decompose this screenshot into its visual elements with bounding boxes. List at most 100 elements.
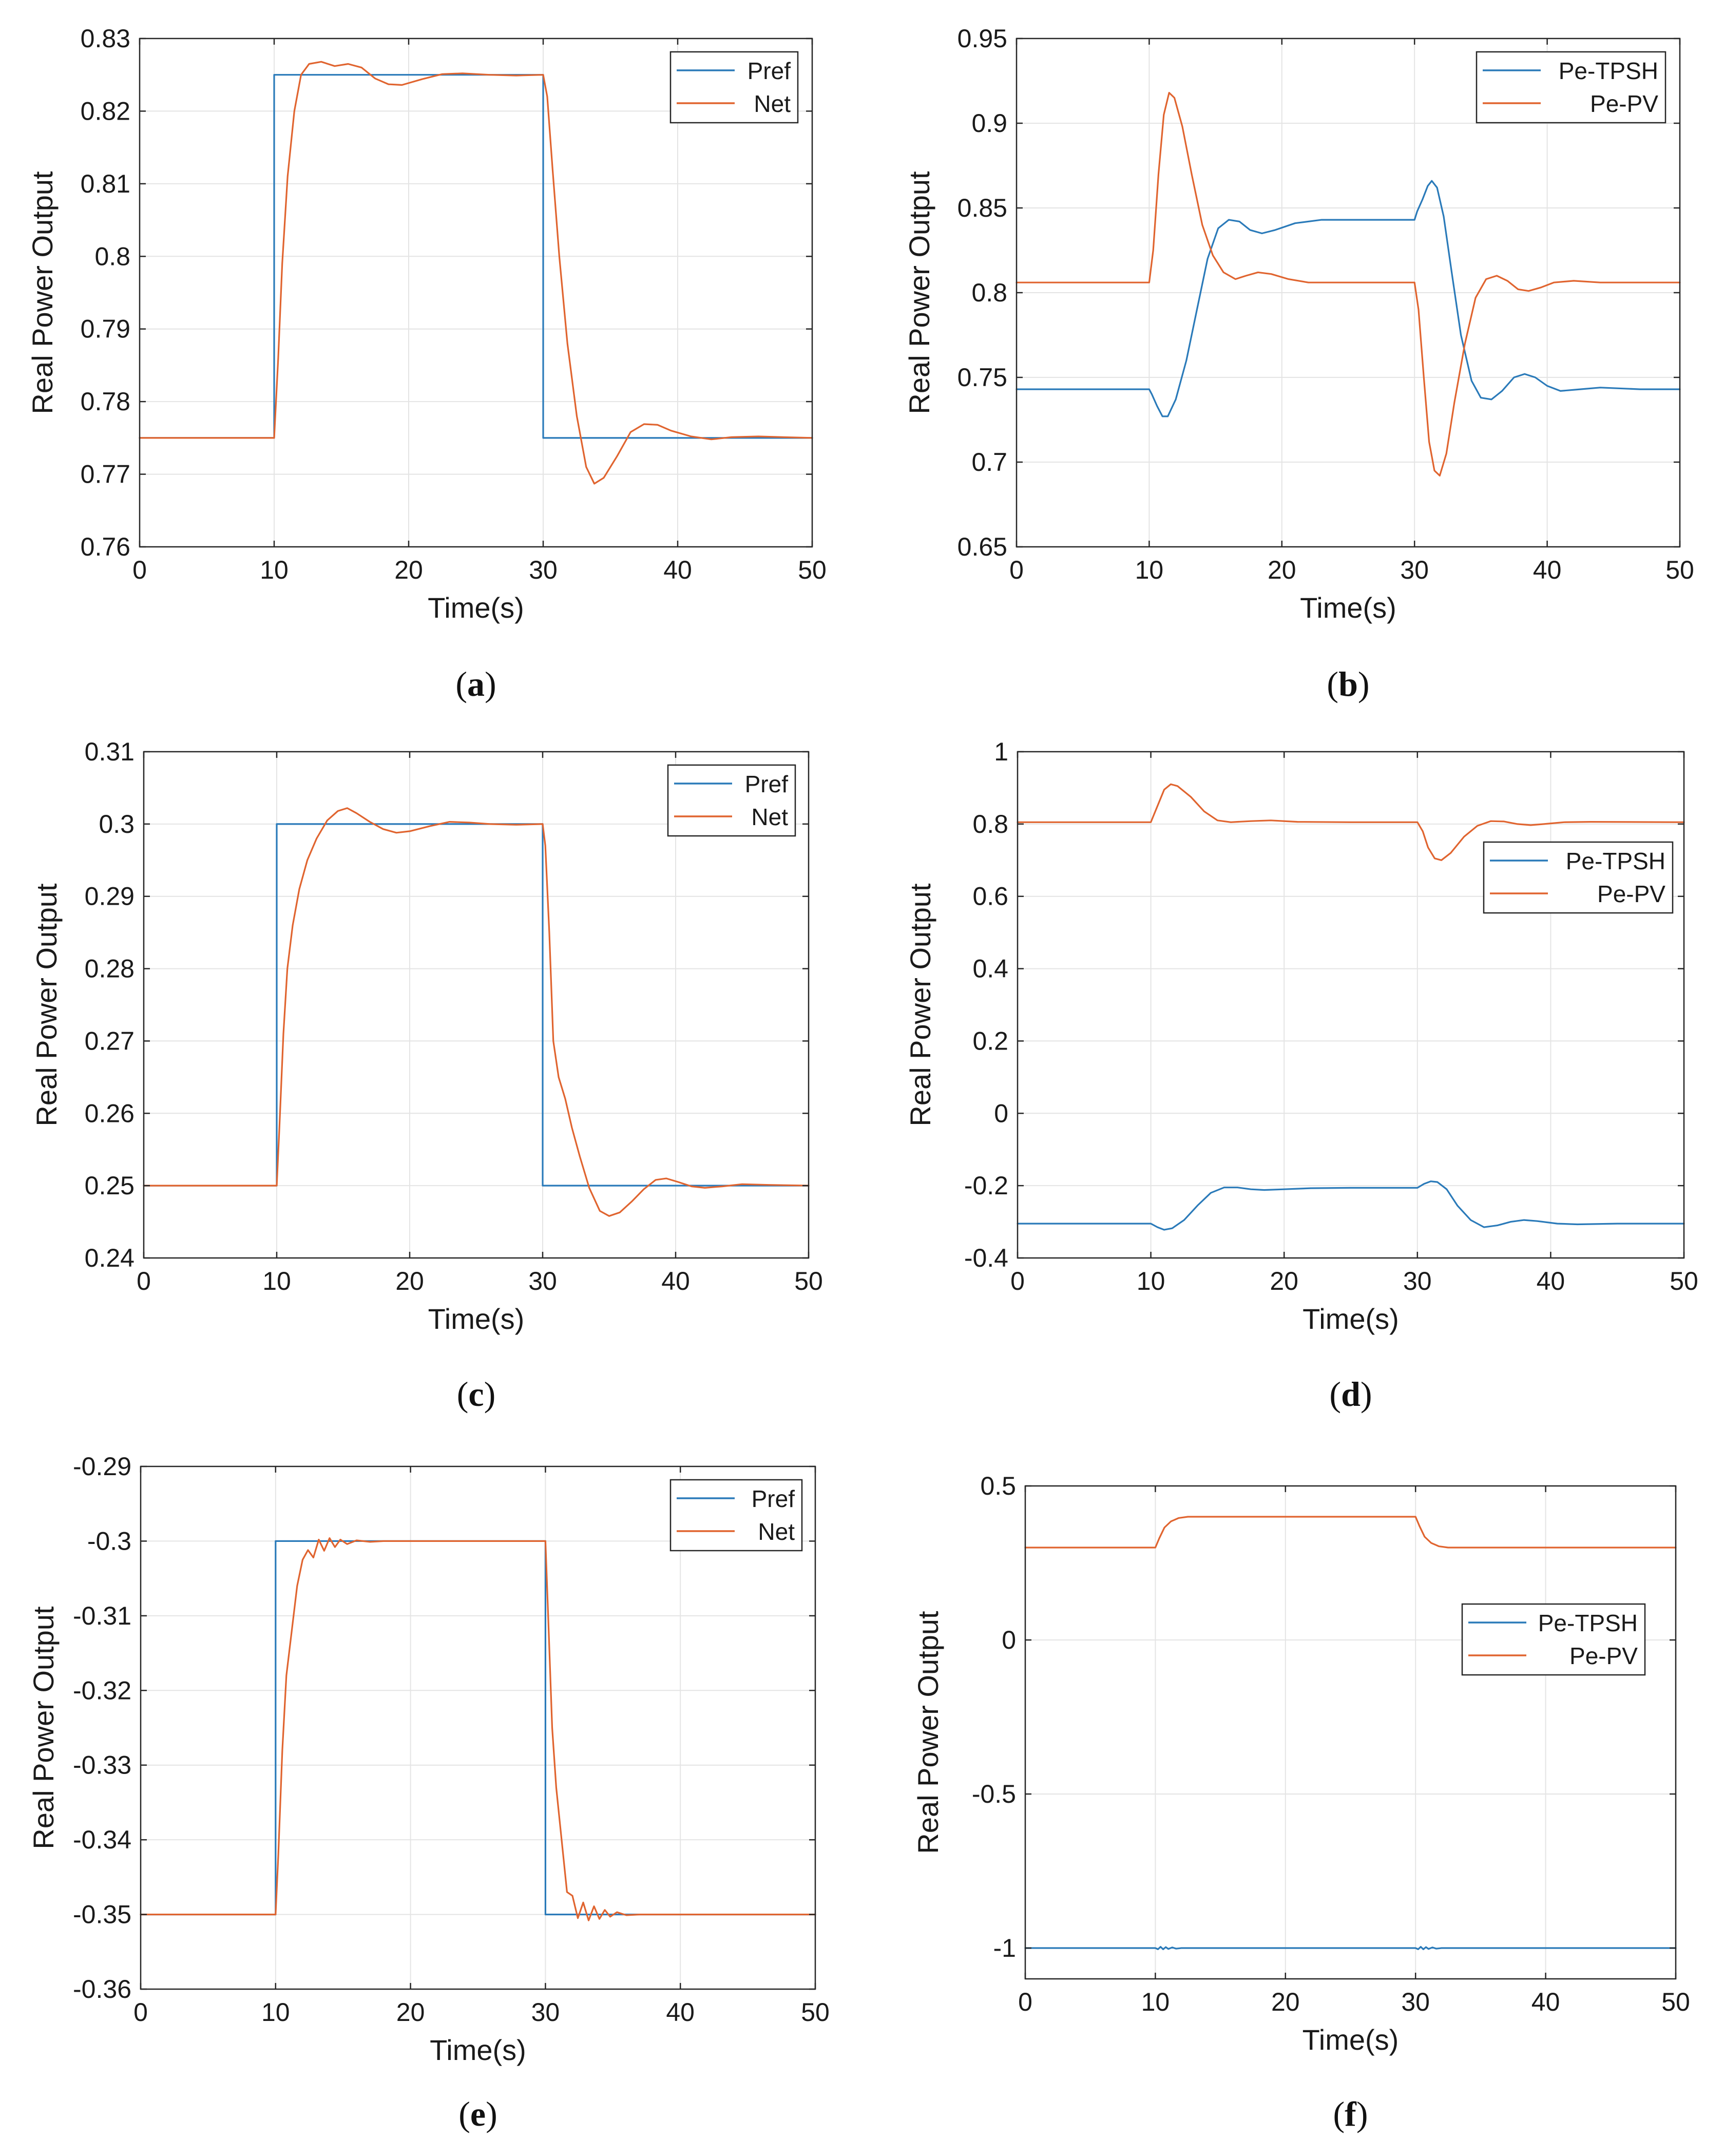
chart-panel-b: 0 10 20 30 40 50 0.65 0.7 0.75 0.8 0.85 0.9 0.95 Time… (903, 24, 1694, 703)
y-axis-label: Real Power Output (912, 1611, 944, 1854)
y-tick-label: 1 (994, 737, 1008, 766)
y-tick-label: 0 (1002, 1626, 1016, 1654)
x-axis-label: Time(s) (1302, 1303, 1399, 1335)
y-tick-label: 0.85 (957, 194, 1007, 222)
y-axis-label: Real Power Output (904, 883, 936, 1127)
x-tick-label: 40 (1531, 1988, 1560, 2016)
axes-frame (139, 37, 813, 548)
legend-box (669, 1479, 803, 1552)
x-tick-label: 30 (529, 556, 558, 584)
y-tick-label: 0.29 (85, 882, 135, 911)
legend-label-pe-tpsh: Pe-TPSH (1538, 1610, 1638, 1636)
y-tick-label: 0.83 (81, 24, 130, 53)
y-tick-label: -0.29 (73, 1452, 131, 1481)
x-axis-label: Time(s) (428, 592, 524, 624)
y-axis-label: Real Power Output (903, 171, 935, 414)
y-tick-label: 0.81 (81, 169, 130, 198)
y-tick-label: 0.8 (972, 810, 1008, 838)
y-tick-label: -1 (993, 1934, 1016, 1962)
x-tick-label: 20 (395, 1267, 424, 1295)
x-tick-label: 40 (1533, 556, 1562, 584)
legend: Pref Net (669, 51, 799, 124)
x-tick-label: 10 (1137, 1267, 1165, 1295)
y-tick-label: 0.76 (81, 532, 130, 561)
legend: Pref Net (667, 764, 796, 837)
y-tick-label: 0.8 (971, 278, 1007, 307)
axes-frame (1017, 751, 1685, 1259)
axes-frame (1024, 1485, 1677, 1980)
legend-label-pe-pv: Pe-PV (1569, 1643, 1638, 1669)
x-axis-label: Time(s) (430, 2034, 526, 2066)
y-tick-label: 0.4 (972, 955, 1008, 983)
x-tick-label: 30 (528, 1267, 557, 1295)
x-tick-label: 0 (132, 556, 147, 584)
panel-caption: (f) (1333, 2094, 1368, 2133)
y-tick-label: 0.6 (972, 882, 1008, 911)
panel-caption-letter: b (1338, 664, 1358, 703)
y-axis-label: Real Power Output (26, 171, 59, 414)
series-line-pe-tpsh (1016, 180, 1681, 417)
x-tick-label: 20 (396, 1998, 425, 2027)
y-tick-label: 0.8 (94, 242, 130, 271)
series-line-pe-pv (1017, 783, 1685, 861)
legend-label-net: Net (754, 90, 791, 117)
y-tick-label: 0.28 (85, 955, 135, 983)
x-tick-label: 50 (1665, 556, 1694, 584)
x-tick-label: 20 (1270, 1267, 1298, 1295)
panel-caption: (b) (1327, 664, 1369, 703)
y-axis-label: Real Power Output (30, 883, 63, 1127)
panel-caption: (d) (1329, 1375, 1372, 1414)
y-tick-label: 0.2 (972, 1026, 1008, 1055)
series-line-pe-tpsh (1017, 1180, 1685, 1231)
y-tick-label: 0.26 (85, 1099, 135, 1128)
legend-label-net: Net (758, 1518, 795, 1545)
legend: Pref Net (669, 1479, 803, 1552)
y-tick-label: -0.31 (73, 1601, 131, 1630)
y-tick-label: 0.65 (957, 532, 1007, 561)
y-tick-label: 0.77 (81, 460, 130, 489)
y-tick-label: 0.9 (971, 109, 1007, 138)
x-tick-label: 0 (1009, 556, 1024, 584)
y-tick-label: 0.3 (99, 810, 135, 838)
x-tick-label: 50 (1670, 1267, 1698, 1295)
x-tick-label: 40 (661, 1267, 690, 1295)
y-tick-label: -0.5 (972, 1780, 1016, 1808)
chart-panel-f: 0 10 20 30 40 50 -1 -0.5 0 0.5 Time(s) Real Power O… (912, 1472, 1690, 2133)
legend-label-pe-tpsh: Pe-TPSH (1559, 58, 1658, 84)
y-tick-label: 0.24 (85, 1244, 135, 1272)
y-tick-label: 0.79 (81, 315, 130, 344)
chart-panel-c: 0 10 20 30 40 50 0.24 0.25 0.26 0.27 0.28 0.29 0.3 0.… (30, 737, 823, 1414)
x-tick-label: 30 (531, 1998, 560, 2027)
x-tick-label: 40 (1537, 1267, 1565, 1295)
y-tick-label: -0.4 (964, 1244, 1008, 1272)
chart-panel-a: 0 10 20 30 40 50 0.76 0.77 0.78 0.79 0.8 0.81 0.82 0.… (26, 24, 827, 703)
y-tick-label: -0.3 (87, 1527, 131, 1555)
chart-panel-d: 0 10 20 30 40 50 -0.4 -0.2 0 0.2 0.4 0.6 0.8 1 Time(s)… (904, 737, 1698, 1414)
x-tick-label: 40 (663, 556, 692, 584)
x-tick-label: 10 (260, 556, 289, 584)
y-tick-label: 0.31 (85, 737, 135, 766)
x-tick-label: 50 (1661, 1988, 1690, 2016)
x-tick-label: 40 (666, 1998, 695, 2027)
y-tick-label: 0.25 (85, 1171, 135, 1200)
y-tick-label: -0.34 (73, 1825, 131, 1854)
legend-box (1461, 1603, 1646, 1676)
x-tick-label: 20 (1271, 1988, 1300, 2016)
y-tick-label: -0.36 (73, 1975, 131, 2004)
x-tick-label: 50 (801, 1998, 830, 2027)
legend-label-net: Net (751, 804, 788, 830)
x-tick-label: 30 (1401, 1988, 1430, 2016)
x-tick-label: 50 (798, 556, 827, 584)
legend: Pe-TPSH Pe-PV (1461, 1603, 1646, 1676)
x-tick-label: 0 (133, 1998, 148, 2027)
x-tick-label: 20 (394, 556, 423, 584)
panel-caption-letter: a (467, 664, 485, 703)
panel-caption-letter: f (1345, 2094, 1357, 2133)
y-axis-label: Real Power Output (27, 1606, 60, 1849)
legend-label-pref: Pref (752, 1485, 795, 1512)
legend-label-pe-pv: Pe-PV (1597, 881, 1665, 907)
y-tick-label: 0.82 (81, 97, 130, 125)
plot-area (141, 1466, 815, 1989)
panel-caption-letter: d (1341, 1375, 1361, 1414)
